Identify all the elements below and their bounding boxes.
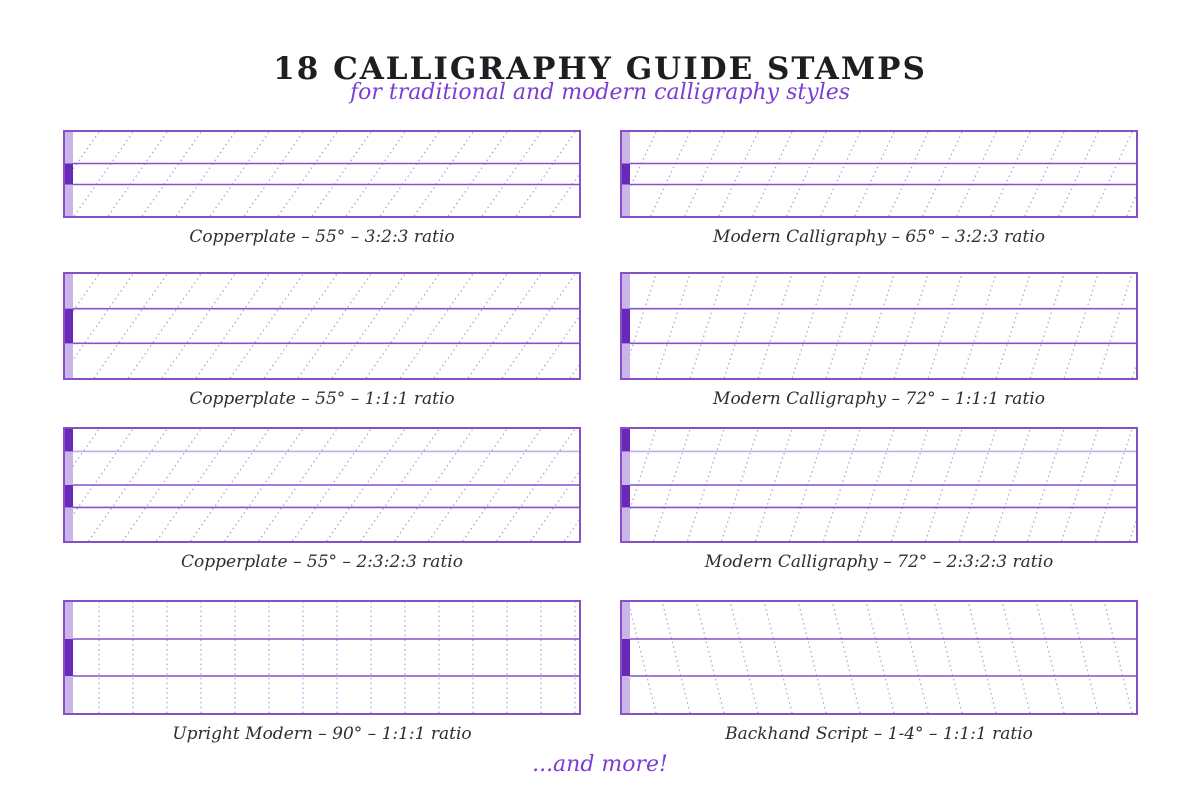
stamp-caption: Modern Calligraphy – 72° – 1:1:1 ratio — [713, 389, 1045, 409]
stamp-cell-modern-calligraphy-2323: Modern Calligraphy – 72° – 2:3:2:3 ratio — [620, 427, 1138, 572]
page-title: 18 CALLIGRAPHY GUIDE STAMPS — [273, 50, 927, 87]
stamp-cell-backhand-script-111: Backhand Script – 1-4° – 1:1:1 ratio — [620, 600, 1138, 744]
stamp-preview-modern-calligraphy-323 — [620, 130, 1138, 218]
stamp-caption: Upright Modern – 90° – 1:1:1 ratio — [172, 724, 472, 744]
stamp-preview-backhand-script-111 — [620, 600, 1138, 715]
stamp-preview-copperplate-111 — [63, 272, 581, 380]
stamp-caption: Modern Calligraphy – 65° – 3:2:3 ratio — [713, 227, 1045, 247]
stamp-cell-copperplate-2323: Copperplate – 55° – 2:3:2:3 ratio — [63, 427, 581, 572]
stamp-cell-modern-calligraphy-111: Modern Calligraphy – 72° – 1:1:1 ratio — [620, 272, 1138, 409]
stamp-caption: Copperplate – 55° – 2:3:2:3 ratio — [181, 552, 463, 572]
stamp-cell-modern-calligraphy-323: Modern Calligraphy – 65° – 3:2:3 ratio — [620, 130, 1138, 247]
stamp-caption: Backhand Script – 1-4° – 1:1:1 ratio — [725, 724, 1033, 744]
footer-note: ...and more! — [532, 752, 668, 777]
page-subtitle: for traditional and modern calligraphy s… — [349, 80, 851, 105]
stamp-preview-copperplate-2323 — [63, 427, 581, 543]
stamp-cell-upright-modern-111: Upright Modern – 90° – 1:1:1 ratio — [63, 600, 581, 744]
stamp-cell-copperplate-323: Copperplate – 55° – 3:2:3 ratio — [63, 130, 581, 247]
stamp-preview-modern-calligraphy-111 — [620, 272, 1138, 380]
stamp-caption: Copperplate – 55° – 3:2:3 ratio — [189, 227, 455, 247]
stamp-preview-modern-calligraphy-2323 — [620, 427, 1138, 543]
stamp-caption: Modern Calligraphy – 72° – 2:3:2:3 ratio — [704, 552, 1054, 572]
stamp-preview-copperplate-323 — [63, 130, 581, 218]
stamp-cell-copperplate-111: Copperplate – 55° – 1:1:1 ratio — [63, 272, 581, 409]
stamp-preview-upright-modern-111 — [63, 600, 581, 715]
stamp-caption: Copperplate – 55° – 1:1:1 ratio — [189, 389, 455, 409]
